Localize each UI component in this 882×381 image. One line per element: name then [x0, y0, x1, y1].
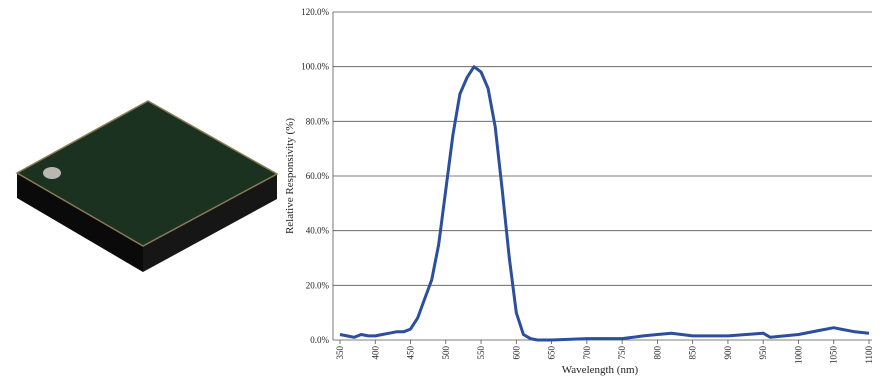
- x-tick-label: 350: [335, 346, 345, 360]
- x-tick-label: 900: [723, 346, 733, 360]
- x-tick-label: 1100: [864, 346, 874, 364]
- y-tick-label: 0.0%: [310, 335, 329, 345]
- x-tick-label: 1000: [793, 346, 803, 365]
- x-tick-label: 700: [582, 346, 592, 360]
- chip-top: [15, 100, 279, 247]
- chip-illustration: [15, 100, 279, 272]
- x-tick-label: 750: [617, 346, 627, 360]
- data-line: [339, 65, 870, 342]
- x-tick-label: 400: [370, 346, 380, 360]
- x-tick-label: 950: [758, 346, 768, 360]
- pin-marker: [43, 167, 61, 179]
- x-tick-label: 450: [406, 346, 416, 360]
- chip-side-left: [17, 173, 143, 272]
- y-tick-label: 20.0%: [306, 280, 330, 290]
- x-tick-label: 800: [652, 346, 662, 360]
- x-tick-label: 1050: [829, 346, 839, 365]
- y-tick-label: 80.0%: [306, 116, 330, 126]
- chip-side-right: [143, 174, 277, 272]
- y-axis-title: Relative Responsivity (%): [284, 118, 296, 234]
- x-tick-label: 850: [688, 346, 698, 360]
- x-tick-label: 650: [547, 346, 557, 360]
- x-tick-label: 550: [476, 346, 486, 360]
- y-tick-label: 40.0%: [306, 226, 330, 236]
- x-axis-title: Wavelength (nm): [562, 364, 639, 376]
- y-tick-label: 60.0%: [306, 171, 330, 181]
- x-tick-label: 600: [511, 346, 521, 360]
- y-tick-label: 120.0%: [301, 7, 329, 17]
- y-tick-label: 100.0%: [301, 62, 329, 72]
- x-tick-label: 500: [441, 346, 451, 360]
